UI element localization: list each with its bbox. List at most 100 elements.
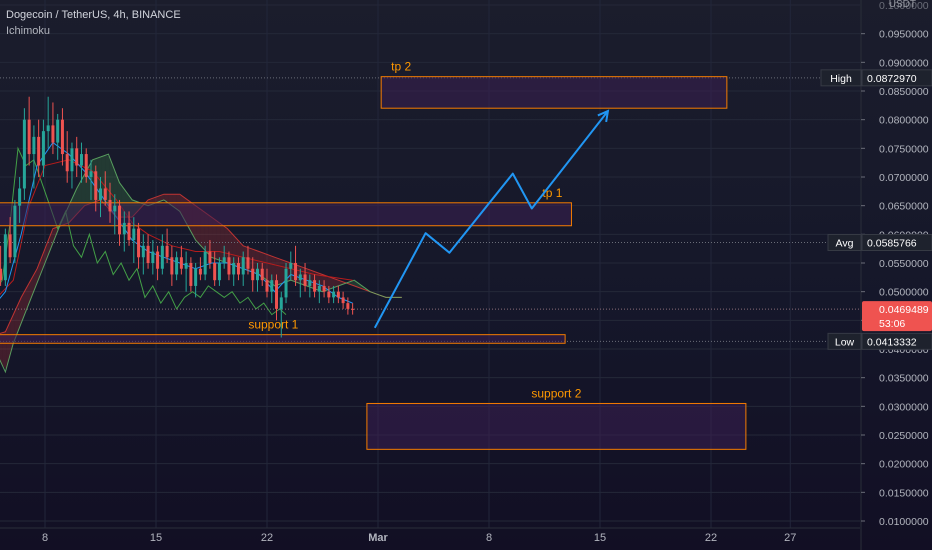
candle-body[interactable]: [22, 119, 26, 189]
candle-body[interactable]: [175, 257, 179, 275]
candle-body[interactable]: [65, 154, 69, 172]
candle-body[interactable]: [118, 205, 122, 235]
zone-support-1[interactable]: [0, 334, 566, 344]
price-tick-label: 0.0550000: [879, 258, 929, 270]
candle-body[interactable]: [336, 291, 340, 298]
candle-body[interactable]: [317, 285, 321, 292]
candle-body[interactable]: [41, 131, 45, 166]
candle-body[interactable]: [99, 188, 102, 200]
candle-body[interactable]: [179, 257, 183, 269]
candle-body[interactable]: [170, 257, 174, 275]
candle-body[interactable]: [227, 257, 231, 275]
candle-body[interactable]: [260, 268, 264, 281]
cloud-segment: [152, 196, 157, 204]
candle-body[interactable]: [322, 285, 326, 292]
candle-body[interactable]: [51, 125, 55, 143]
candle-body[interactable]: [60, 119, 64, 155]
candle-body[interactable]: [132, 228, 136, 241]
candle-body[interactable]: [184, 263, 188, 269]
candle-body[interactable]: [127, 222, 131, 241]
candle-body[interactable]: [8, 234, 12, 258]
candle-body[interactable]: [27, 119, 31, 155]
candle-body[interactable]: [156, 251, 160, 269]
candlestick-series: [0, 96, 355, 338]
candle-body[interactable]: [165, 245, 169, 258]
candle-body[interactable]: [203, 251, 207, 275]
candle-body[interactable]: [341, 297, 345, 304]
candle-body[interactable]: [313, 280, 317, 292]
candle-body[interactable]: [94, 171, 98, 200]
zone-tp-2[interactable]: [380, 76, 728, 109]
candle-body[interactable]: [46, 125, 50, 132]
candle-body[interactable]: [37, 136, 41, 166]
cloud-segment: [37, 256, 42, 282]
candle-body[interactable]: [251, 268, 255, 281]
candle-body[interactable]: [108, 199, 112, 212]
candle-body[interactable]: [236, 263, 240, 275]
candle-body[interactable]: [141, 245, 145, 258]
candle-body[interactable]: [351, 308, 355, 310]
candle-body[interactable]: [270, 280, 274, 292]
cloud-segment: [29, 274, 34, 302]
candle-body[interactable]: [151, 251, 155, 263]
candle-body[interactable]: [89, 171, 93, 177]
candle-body[interactable]: [217, 263, 221, 281]
candle-body[interactable]: [70, 148, 74, 172]
cloud-segment: [355, 280, 359, 288]
price-tag-name-box: [827, 233, 862, 251]
kijun-sen-line: [0, 159, 353, 296]
candle-body[interactable]: [189, 263, 193, 286]
zone-tp-1[interactable]: [0, 202, 572, 227]
candle-body[interactable]: [32, 136, 36, 155]
indicator-label[interactable]: Ichimoku: [6, 25, 51, 37]
candle-body[interactable]: [79, 154, 83, 166]
candle-body[interactable]: [146, 245, 150, 263]
candle-body[interactable]: [137, 228, 141, 258]
price-tick-label: 0.1000000: [879, 0, 929, 12]
candle-body[interactable]: [332, 291, 336, 298]
candle-body[interactable]: [3, 234, 7, 281]
candle-body[interactable]: [241, 257, 245, 275]
candle-body[interactable]: [246, 257, 250, 269]
time-tick-label: 22: [261, 532, 273, 544]
cloud-segment: [156, 195, 161, 203]
candle-body[interactable]: [265, 280, 269, 292]
candle-body[interactable]: [327, 291, 331, 298]
candle-body[interactable]: [294, 263, 298, 281]
zone-label-support-1: support 1: [248, 318, 298, 332]
price-tick-label: 0.0850000: [879, 86, 929, 98]
candle-body[interactable]: [213, 263, 217, 281]
candle-body[interactable]: [284, 268, 288, 298]
candle-body[interactable]: [275, 280, 279, 309]
candle-body[interactable]: [113, 205, 117, 212]
candle-body[interactable]: [198, 268, 202, 275]
cloud-segment: [49, 228, 54, 251]
zone-label-tp-1: tp 1: [542, 186, 562, 200]
projection-line[interactable]: [373, 110, 609, 329]
candle-body[interactable]: [222, 257, 226, 263]
candle-body[interactable]: [298, 274, 302, 281]
candle-body[interactable]: [255, 268, 259, 281]
candle-body[interactable]: [160, 245, 164, 269]
candle-body[interactable]: [303, 274, 307, 286]
candle-body[interactable]: [75, 148, 79, 166]
candle-body[interactable]: [84, 154, 88, 177]
candle-body[interactable]: [56, 119, 60, 143]
time-tick-label: 8: [42, 532, 48, 544]
candle-body[interactable]: [308, 280, 312, 286]
candle-body[interactable]: [18, 188, 22, 206]
candle-body[interactable]: [289, 263, 293, 269]
candle-body[interactable]: [346, 303, 350, 309]
candle-body[interactable]: [103, 188, 107, 200]
candle-body[interactable]: [194, 268, 198, 286]
cloud-segment: [160, 194, 165, 202]
analysis-zones: tp 2 tp 1 support 1 support 2: [0, 60, 747, 450]
candle-body[interactable]: [279, 297, 283, 309]
candle-body[interactable]: [232, 263, 236, 275]
zone-support-2[interactable]: [366, 402, 747, 450]
candle-body[interactable]: [13, 205, 17, 258]
candle-body[interactable]: [208, 251, 212, 263]
candle-body[interactable]: [122, 222, 126, 235]
candle-body[interactable]: [0, 268, 3, 281]
